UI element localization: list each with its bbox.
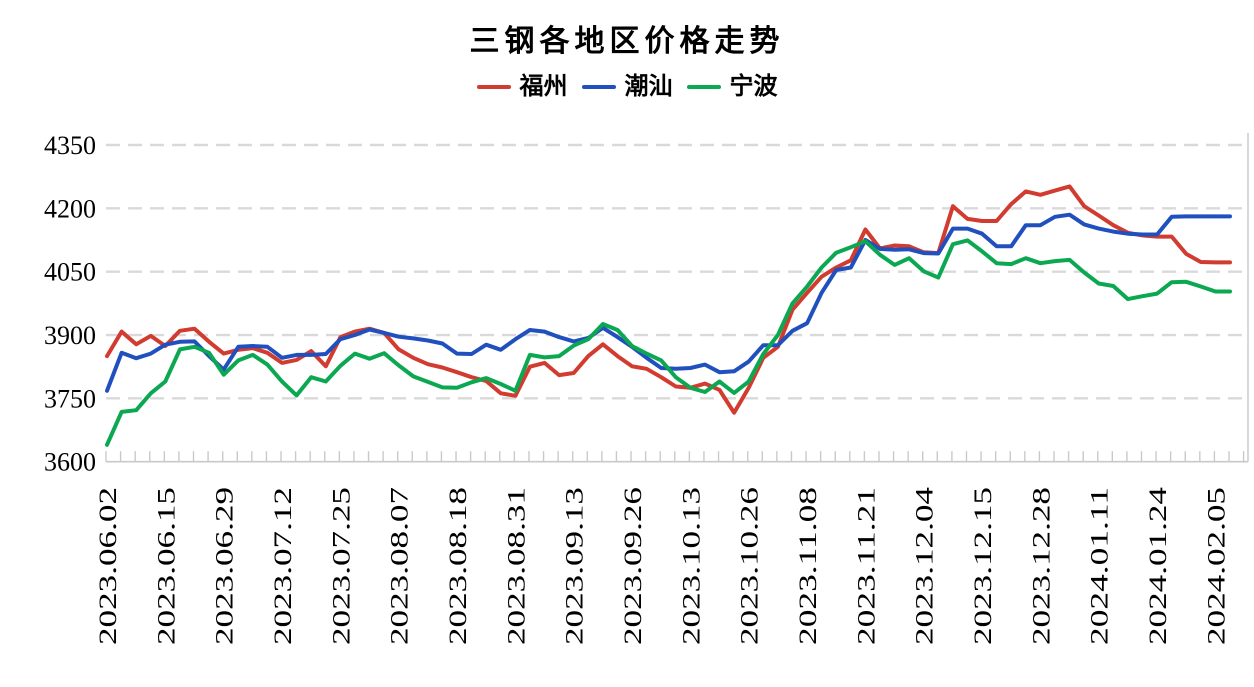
x-tick-label: 2023.09.26 [620,487,647,645]
x-tick-marks [105,451,1245,462]
legend-item-chaoshan: 潮汕 [581,74,673,100]
x-tick-label: 2023.12.28 [1028,487,1055,645]
y-tick-label: 4200 [44,194,96,223]
gridlines [106,143,1245,400]
x-tick-label: 2023.06.29 [212,487,239,645]
x-tick-label: 2023.06.15 [153,487,180,645]
x-tick-label: 2023.09.13 [562,487,589,645]
y-tick-label: 4350 [44,131,96,160]
y-tick-label: 3600 [44,448,96,477]
x-axis-labels: 2023.06.02 2023.06.15 2023.06.29 2023.07.12… [95,486,1230,645]
x-tick-label: 2023.11.08 [795,487,822,645]
axes [106,133,1249,463]
ningbo-line-swatch [686,85,721,89]
y-tick-label: 4050 [44,258,96,287]
x-tick-label: 2023.10.26 [737,487,764,645]
y-tick-label: 3750 [44,384,96,413]
fuzhou-line-swatch [476,85,511,89]
x-tick-label: 2024.01.11 [1087,487,1114,645]
legend-item-ningbo: 宁波 [686,74,778,100]
x-tick-label: 2023.11.21 [853,487,880,645]
x-tick-label: 2023.07.25 [328,487,355,645]
series-line-潮汕 [105,212,1232,393]
x-tick-label: 2023.08.31 [503,487,530,645]
legend-label: 宁波 [729,74,778,100]
x-tick-label: 2024.02.05 [1203,487,1230,645]
legend-item-fuzhou: 福州 [476,74,568,100]
x-tick-label: 2023.08.18 [445,487,472,645]
y-axis-labels: 3600 3750 3900 4050 4200 4350 [44,131,96,477]
chart-title: 三钢各地区价格走势 [469,25,785,58]
y-tick-label: 3900 [44,321,96,350]
chaoshan-line-swatch [581,85,616,89]
x-tick-label: 2024.01.24 [1145,486,1172,645]
x-tick-label: 2023.10.13 [678,487,705,645]
legend-label: 福州 [519,74,568,100]
x-tick-label: 2023.06.02 [95,487,122,645]
legend-label: 潮汕 [624,74,673,100]
series-line-宁波 [105,238,1232,447]
series-line-福州 [105,184,1232,415]
x-tick-label: 2023.12.15 [970,487,997,645]
legend: 福州 潮汕 宁波 [0,72,1254,102]
x-tick-label: 2023.08.07 [387,487,414,645]
x-tick-label: 2023.07.12 [270,487,297,645]
x-tick-label: 2023.12.04 [912,486,939,645]
